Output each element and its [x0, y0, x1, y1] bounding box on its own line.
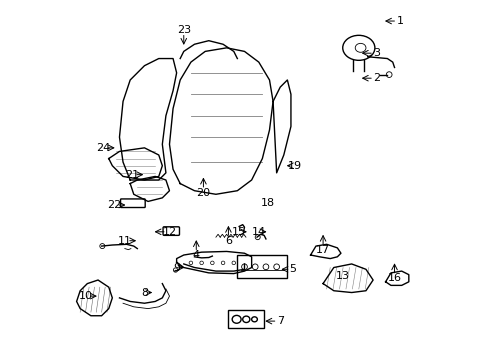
Text: 13: 13 — [335, 271, 349, 282]
Text: 21: 21 — [124, 170, 139, 180]
Text: 15: 15 — [232, 227, 245, 237]
Text: 5: 5 — [288, 264, 296, 274]
Text: 20: 20 — [196, 188, 210, 198]
Text: 3: 3 — [372, 48, 379, 58]
Text: 18: 18 — [260, 198, 274, 208]
Text: 1: 1 — [396, 16, 403, 26]
Text: 10: 10 — [79, 291, 92, 301]
Bar — [237, 255, 287, 278]
Text: 16: 16 — [387, 273, 401, 283]
Text: 2: 2 — [372, 73, 380, 83]
Text: 22: 22 — [107, 200, 121, 210]
Text: 6: 6 — [224, 236, 231, 246]
Text: 7: 7 — [276, 316, 283, 326]
Text: 8: 8 — [141, 288, 148, 297]
Text: 23: 23 — [176, 25, 190, 35]
Text: 4: 4 — [192, 250, 200, 260]
Text: 12: 12 — [162, 227, 176, 237]
Bar — [228, 310, 264, 328]
Text: 9: 9 — [173, 262, 180, 273]
Text: 17: 17 — [315, 245, 329, 255]
Text: 24: 24 — [96, 143, 110, 153]
Text: 11: 11 — [118, 236, 132, 246]
Text: 14: 14 — [251, 227, 265, 237]
Text: 19: 19 — [287, 161, 301, 171]
